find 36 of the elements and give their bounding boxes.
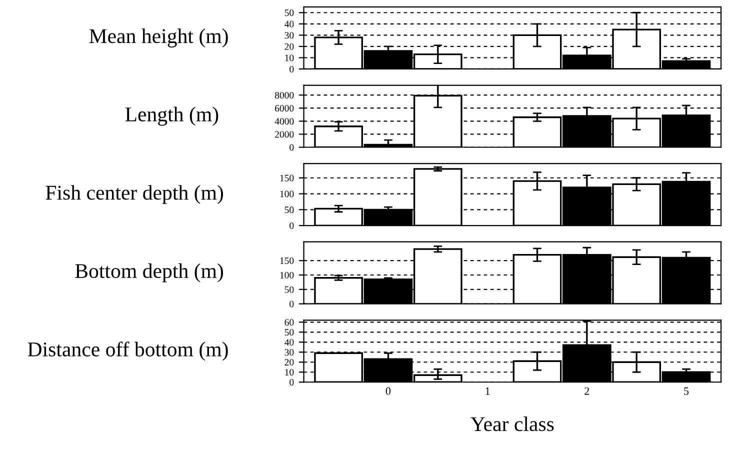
y-axis-title: Fish center depth (m) bbox=[46, 185, 224, 204]
y-tick-label: 30 bbox=[284, 349, 294, 356]
y-tick-label: 0 bbox=[290, 222, 294, 230]
y-tick-label: 0 bbox=[290, 144, 294, 151]
y-tick-label: 150 bbox=[280, 174, 294, 182]
y-tick-label: 6000 bbox=[275, 105, 294, 112]
x-axis-title: Year class bbox=[470, 416, 554, 432]
y-tick-label: 100 bbox=[280, 272, 294, 278]
x-tick-label: 2 bbox=[584, 387, 590, 395]
y-tick-label: 150 bbox=[280, 258, 294, 264]
y-axis-title: Distance off bottom (m) bbox=[28, 342, 228, 361]
y-tick-label: 100 bbox=[280, 190, 294, 198]
y-tick-label: 20 bbox=[284, 43, 294, 50]
y-tick-label: 50 bbox=[284, 329, 294, 336]
y-tick-label: 50 bbox=[284, 286, 294, 293]
x-tick-label: 0 bbox=[386, 387, 391, 395]
y-tick-label: 40 bbox=[284, 20, 294, 28]
y-axis-title: Mean height (m) bbox=[89, 28, 228, 48]
x-tick-label: 5 bbox=[684, 387, 689, 395]
y-tick-label: 10 bbox=[285, 369, 294, 376]
y-tick-label: 2000 bbox=[275, 131, 294, 138]
y-tick-label: 30 bbox=[284, 32, 294, 39]
y-axis-title: Bottom depth (m) bbox=[75, 263, 224, 282]
y-tick-label: 0 bbox=[290, 66, 294, 72]
y-tick-label: 0 bbox=[290, 300, 294, 308]
y-tick-label: 50 bbox=[284, 10, 294, 16]
x-tick-label: 1 bbox=[486, 387, 490, 395]
y-tick-label: 40 bbox=[284, 339, 294, 346]
y-tick-label: 50 bbox=[284, 206, 294, 214]
y-tick-label: 10 bbox=[285, 54, 294, 62]
y-tick-label: 4000 bbox=[274, 118, 294, 125]
y-tick-label: 0 bbox=[290, 379, 294, 386]
y-tick-label: 20 bbox=[284, 359, 294, 366]
y-axis-title: Length (m) bbox=[125, 106, 218, 126]
y-tick-label: 8000 bbox=[274, 92, 294, 99]
y-tick-label: 60 bbox=[284, 319, 294, 326]
